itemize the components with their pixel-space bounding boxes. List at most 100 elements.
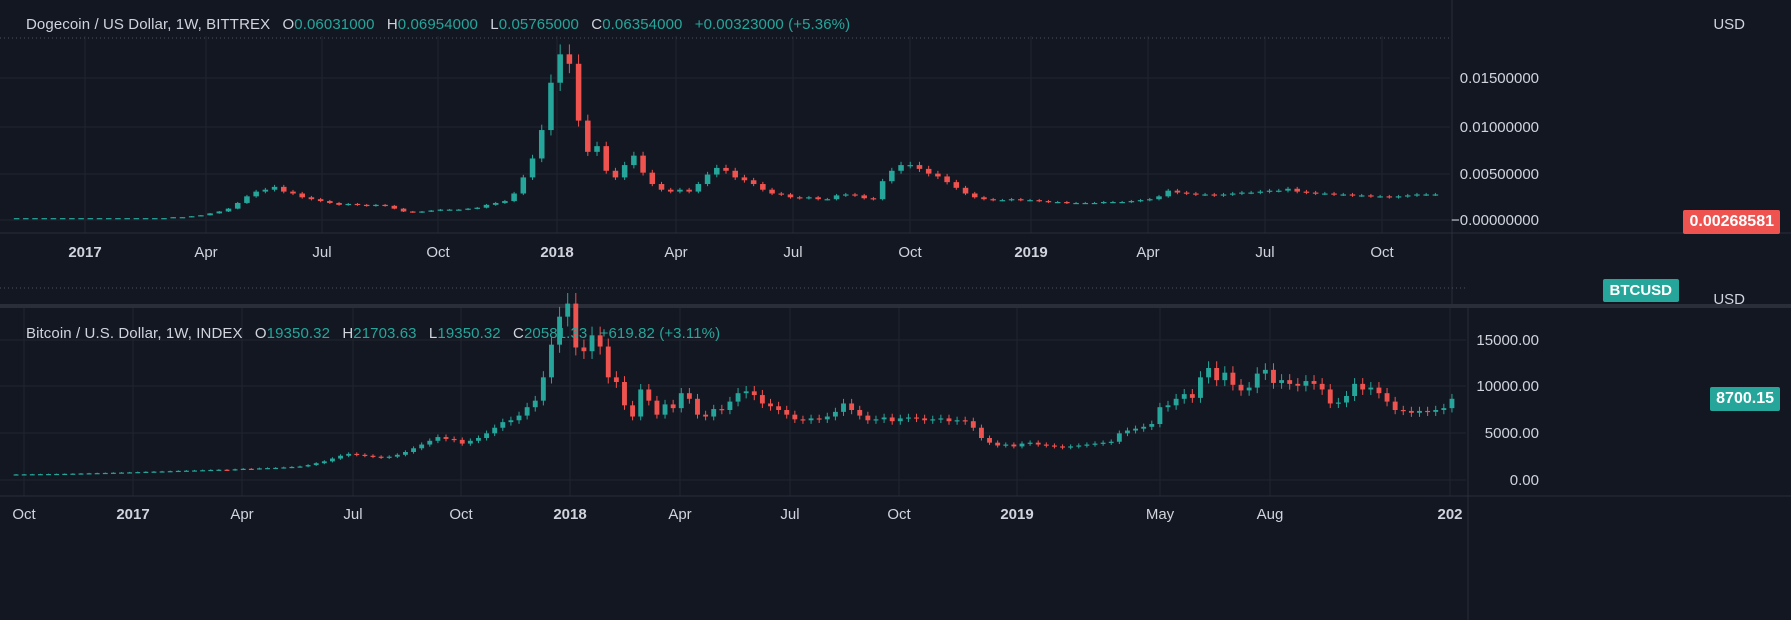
dogecoin-chart-pane[interactable]: 0.01500000 0.01000000 0.00500000 −0.0000000… [0, 0, 1791, 305]
candle-body [944, 176, 950, 183]
x-tick-label: Oct [1370, 244, 1394, 261]
candle-body [13, 474, 19, 476]
candle-body [133, 218, 140, 220]
candle-body [1266, 190, 1273, 192]
candle-body [873, 419, 879, 421]
candle-body [538, 130, 545, 159]
candle-body [970, 421, 976, 428]
candle-body [1295, 383, 1301, 386]
candle-body [1441, 408, 1447, 410]
bitcoin-legend: Bitcoin / U.S. Dollar, 1W, INDEX O19350.… [26, 325, 720, 342]
candle-body [86, 473, 92, 475]
candle-body [1045, 201, 1052, 203]
dogecoin-chart-canvas[interactable]: 0.01500000 0.01000000 0.00500000 −0.0000000… [0, 0, 1791, 305]
candle-body [459, 439, 465, 444]
candle-body [110, 472, 116, 474]
candle-body [69, 218, 75, 220]
candle-body [1404, 195, 1411, 197]
candle-body [1084, 444, 1090, 446]
candle-body [78, 218, 84, 220]
candle-body [1449, 398, 1455, 409]
candle-body [225, 208, 232, 212]
candle-body [667, 189, 674, 192]
candle-body [224, 469, 230, 471]
candle-body [1092, 443, 1098, 445]
candle-body [824, 199, 831, 201]
candle-body [281, 467, 287, 469]
candle-body [216, 211, 223, 214]
candle-body [1054, 202, 1061, 204]
y-tick-label: −0.00000000 [1451, 212, 1539, 229]
candle-body [370, 455, 376, 457]
candle-body [1082, 202, 1089, 205]
candle-body [732, 170, 738, 178]
candle-body [232, 469, 238, 471]
candle-body [1165, 190, 1171, 197]
candle-body [96, 218, 103, 220]
legend-title: Bitcoin / U.S. Dollar, 1W, INDEX [26, 325, 243, 342]
bitcoin-chart-canvas[interactable]: 15000.00 10000.00 5000.00 0.00 Oct 2017 Apr Jul… [0, 287, 1791, 620]
candle-body [954, 420, 960, 422]
candle-body [1311, 381, 1317, 384]
candle-body [714, 167, 720, 175]
x-tick-label: 2019 [1000, 506, 1033, 523]
candle-body [971, 193, 978, 198]
candle-body [1110, 202, 1116, 204]
candle-body [443, 437, 449, 439]
candle-body [640, 155, 646, 173]
candle-body [183, 470, 189, 472]
ticker-badge[interactable]: BTCUSD [1602, 279, 1679, 302]
candle-body [1344, 396, 1349, 403]
candle-body [13, 218, 20, 220]
candle-body [1043, 444, 1049, 446]
candle-body [1376, 387, 1382, 394]
candle-body [1384, 393, 1390, 402]
candle-body [62, 473, 68, 476]
candle-body [603, 146, 609, 171]
candle-body [143, 471, 149, 473]
candle-body [1076, 445, 1082, 447]
x-tick-label: May [1146, 506, 1175, 523]
candle-body [670, 404, 676, 409]
candle-body [362, 454, 368, 456]
candle-body [419, 444, 425, 449]
candle-body [1064, 202, 1070, 204]
candle-body [1128, 201, 1135, 203]
candle-body [346, 453, 352, 456]
legend-change: +619.82 (+3.11%) [599, 325, 721, 342]
candle-body [1211, 194, 1218, 196]
candle-body [1262, 369, 1268, 374]
candle-body [394, 454, 400, 457]
candle-body [87, 218, 94, 220]
candle-body [861, 195, 867, 199]
candle-body [879, 181, 886, 200]
candle-body [391, 205, 398, 209]
candle-body [248, 468, 254, 470]
bitcoin-chart-pane[interactable]: 15000.00 10000.00 5000.00 0.00 Oct 2017 Apr Jul… [0, 279, 1791, 620]
candle-body [516, 415, 522, 421]
candle-body [638, 389, 644, 417]
candle-body [916, 165, 923, 169]
legend-close-label: C [513, 325, 524, 342]
candle-body [612, 170, 619, 178]
x-tick-label: Oct [887, 506, 911, 523]
candle-body [297, 466, 303, 468]
legend-change: +0.00323000 (+5.36%) [694, 16, 851, 33]
pane-separator[interactable] [0, 304, 1791, 308]
candle-body [796, 197, 803, 199]
candle-body [677, 189, 683, 192]
candle-body [833, 195, 840, 200]
candle-body [1238, 384, 1244, 391]
candle-body [411, 448, 416, 452]
x-tick-label: 2017 [68, 244, 101, 261]
candle-body [658, 184, 665, 190]
y-tick-label: 0.00 [1510, 472, 1539, 489]
candle-body [256, 468, 262, 470]
candle-body [50, 218, 57, 220]
legend-low-value: 19350.32 [437, 325, 501, 342]
candle-body [1425, 410, 1431, 413]
candle-body [1271, 369, 1276, 383]
candle-body [792, 414, 798, 420]
candle-body [378, 456, 384, 458]
candle-body [597, 335, 603, 347]
